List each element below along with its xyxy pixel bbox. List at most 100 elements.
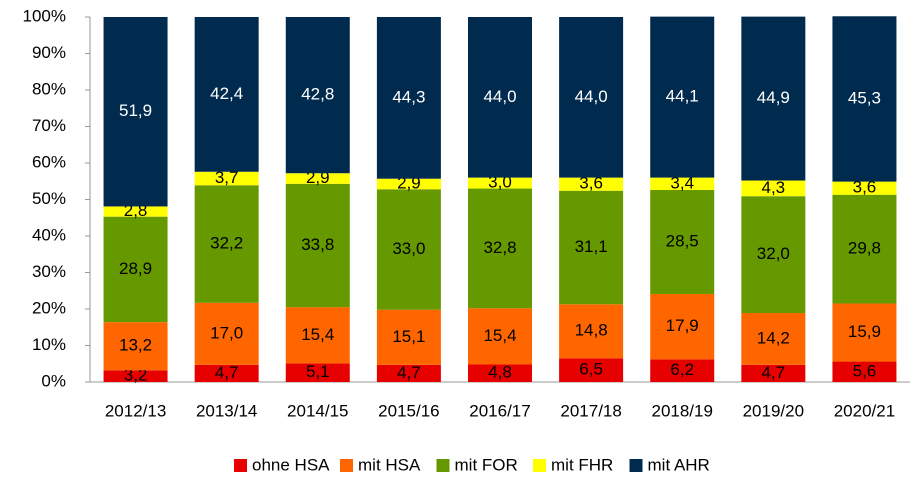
data-label: 17,0 — [210, 323, 243, 342]
data-label: 4,7 — [762, 363, 786, 382]
bar-segment — [741, 16, 806, 181]
bar-segment — [468, 308, 532, 365]
data-label: 28,9 — [119, 259, 152, 278]
bar-segment — [650, 16, 715, 178]
legend-swatch — [436, 459, 450, 472]
data-label: 32,8 — [483, 238, 516, 257]
data-label: 15,1 — [392, 327, 425, 346]
bar-segment — [194, 364, 259, 382]
data-label: 31,1 — [575, 237, 608, 256]
data-label: 4,7 — [215, 363, 239, 382]
bar-segment — [103, 216, 168, 323]
bar-segment — [376, 309, 441, 365]
bar-segment — [832, 303, 897, 362]
bar-segment — [559, 17, 624, 178]
bar-segment — [103, 322, 168, 371]
data-label: 28,5 — [666, 232, 699, 251]
x-tick-label: 2019/20 — [743, 401, 804, 420]
bar-segment — [559, 190, 624, 305]
data-label: 44,0 — [483, 87, 516, 106]
data-label: 33,8 — [301, 235, 334, 254]
y-tick-label: 60% — [32, 152, 66, 171]
x-tick-label: 2017/18 — [560, 401, 621, 420]
bar-segment — [285, 17, 350, 174]
legend-swatch — [629, 459, 643, 472]
legend-swatch — [533, 459, 546, 472]
legend-swatch — [340, 459, 353, 472]
x-tick-label: 2013/14 — [196, 401, 257, 420]
data-label: 4,7 — [397, 363, 421, 382]
data-label: 14,2 — [757, 328, 790, 347]
data-label: 32,2 — [210, 234, 243, 253]
data-label: 44,0 — [575, 87, 608, 106]
data-label: 5,6 — [853, 361, 877, 380]
legend-label: mit FHR — [551, 455, 613, 474]
bar-segment — [741, 364, 806, 382]
bar-segment — [376, 17, 441, 179]
data-label: 42,8 — [301, 85, 334, 104]
y-tick-label: 100% — [23, 6, 66, 25]
data-label: 44,1 — [666, 87, 699, 106]
y-tick-label: 50% — [32, 189, 66, 208]
bar-segment — [832, 361, 897, 382]
y-tick-label: 90% — [32, 43, 66, 62]
bar-segment — [194, 185, 259, 303]
legend-label: mit HSA — [358, 455, 421, 474]
legend-label: mit FOR — [455, 455, 518, 474]
bar-segment — [103, 206, 168, 217]
data-label: 15,4 — [301, 325, 334, 344]
bar-segment — [103, 17, 168, 207]
y-tick-label: 10% — [32, 335, 66, 354]
y-tick-label: 0% — [41, 371, 66, 390]
bar-segment — [285, 183, 350, 308]
data-label: 45,3 — [848, 88, 881, 107]
legend-swatch — [234, 459, 247, 472]
legend-label: mit AHR — [648, 455, 710, 474]
data-label: 13,2 — [119, 336, 152, 355]
bar-segment — [285, 363, 350, 382]
x-tick-label: 2018/19 — [651, 401, 712, 420]
bar-segment — [194, 171, 259, 186]
x-tick-label: 2020/21 — [834, 401, 895, 420]
data-label: 14,8 — [575, 321, 608, 340]
bar-segment — [650, 359, 715, 382]
bar-segment — [650, 190, 715, 295]
bar-segment — [103, 370, 168, 382]
data-label: 42,4 — [210, 84, 243, 103]
bar-segment — [650, 177, 715, 191]
x-tick-label: 2012/13 — [105, 401, 166, 420]
x-tick-label: 2014/15 — [287, 401, 348, 420]
data-label: 33,0 — [392, 239, 425, 258]
bar-segment — [194, 302, 259, 365]
data-label: 5,1 — [306, 362, 330, 381]
bar-segment — [285, 173, 350, 184]
data-label: 3,6 — [579, 174, 603, 193]
y-tick-label: 70% — [32, 116, 66, 135]
bar-segment — [376, 189, 441, 310]
x-tick-label: 2016/17 — [469, 401, 530, 420]
bar-segment — [741, 313, 806, 365]
data-label: 15,9 — [848, 322, 881, 341]
data-label: 3,6 — [853, 178, 877, 197]
bar-segment — [376, 364, 441, 382]
y-tick-label: 40% — [32, 225, 66, 244]
data-label: 17,9 — [666, 316, 699, 335]
bar-segment — [285, 307, 350, 364]
bar-segment — [468, 364, 532, 382]
bar-segment — [194, 17, 259, 172]
legend-label: ohne HSA — [252, 455, 330, 474]
bar-segment — [559, 177, 624, 191]
y-tick-label: 20% — [32, 298, 66, 317]
bar-segment — [832, 181, 897, 195]
bar-segment — [832, 16, 897, 182]
data-label: 4,3 — [762, 178, 786, 197]
bar-segment — [741, 196, 806, 314]
bar-segment — [832, 194, 897, 304]
data-label: 44,3 — [392, 87, 425, 106]
data-label: 3,7 — [215, 168, 239, 187]
data-label: 15,4 — [483, 326, 516, 345]
bar-segment — [376, 178, 441, 190]
bar-segment — [741, 180, 806, 197]
bar-segment — [468, 188, 532, 309]
